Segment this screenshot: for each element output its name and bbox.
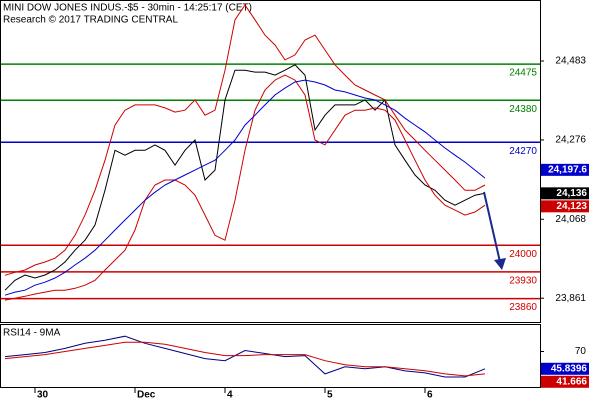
value-box — [541, 200, 589, 213]
rsi-panel — [0, 324, 541, 388]
x-tick-label: 5 — [327, 390, 333, 400]
level-label: 24000 — [509, 249, 537, 260]
level-label: 23860 — [509, 302, 537, 313]
series-line — [4, 74, 486, 301]
series-line — [4, 335, 486, 378]
arrow — [483, 191, 501, 263]
level-label: 24475 — [509, 68, 537, 79]
y-tick-label: 24,276 — [555, 135, 586, 146]
value-box-label: 24,136 — [556, 188, 587, 199]
level-label: 24380 — [509, 104, 537, 115]
x-tick-label: Dec — [137, 390, 156, 400]
y-tick-label: 24,068 — [555, 214, 586, 225]
value-box-label: 41.666 — [556, 376, 587, 387]
plots: 23,861 24,068 24,276 24,483 24475 24380 24270 2… — [1, 4, 589, 400]
level-label: 24270 — [509, 146, 537, 157]
value-box — [541, 375, 589, 388]
series-line — [4, 4, 486, 276]
value-box-label: 24,197.6 — [548, 164, 587, 175]
y-tick-label: 24,483 — [555, 56, 586, 67]
chart-subtitle: Research © 2017 TRADING CENTRAL — [3, 15, 178, 26]
x-tick-label: 30 — [37, 390, 49, 400]
series-line — [4, 64, 486, 291]
value-box-label: 24,123 — [556, 201, 587, 212]
y-tick-label: 23,861 — [555, 293, 586, 304]
chart-title: MINI DOW JONES INDUS.-$5 - 30min - 14:25… — [3, 3, 252, 14]
value-box — [541, 163, 589, 176]
value-box — [541, 187, 589, 200]
series-line — [4, 341, 486, 377]
x-tick-label: 4 — [227, 390, 233, 400]
x-tick-label: 6 — [427, 390, 433, 400]
price-panel — [0, 0, 541, 323]
value-box-label: 45.8396 — [551, 363, 588, 374]
rsi-title: RSI14 - 9MA — [3, 328, 61, 339]
series-line — [4, 79, 486, 296]
value-box — [541, 362, 589, 375]
level-label: 23930 — [509, 276, 537, 287]
y-tick-label: 70 — [575, 346, 587, 357]
arrow-head — [494, 258, 506, 270]
